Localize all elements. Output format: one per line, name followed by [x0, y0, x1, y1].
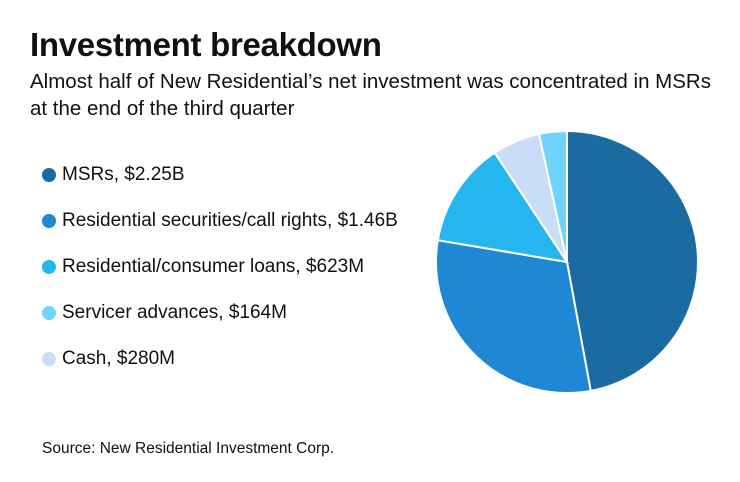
legend-dot-icon	[42, 214, 56, 228]
legend-item-residential-securities: Residential securities/call rights, $1.4…	[42, 198, 398, 244]
legend-dot-icon	[42, 168, 56, 182]
chart-title: Investment breakdown	[30, 26, 382, 63]
pie-slice-residential-securities-call-rights	[435, 239, 592, 394]
legend-item-residential-loans: Residential/consumer loans, $623M	[42, 244, 398, 290]
pie-slices	[435, 129, 699, 394]
legend-label: Servicer advances, $164M	[62, 302, 287, 323]
pie-slice-msrs	[566, 129, 699, 392]
legend-label: Cash, $280M	[62, 348, 176, 369]
source-note: Source: New Residential Investment Corp.	[42, 440, 335, 457]
legend-label: Residential securities/call rights, $1.4…	[62, 210, 398, 231]
legend-dot-icon	[42, 260, 56, 274]
legend-item-servicer-advances: Servicer advances, $164M	[42, 290, 398, 336]
legend-dot-icon	[42, 352, 56, 366]
chart-subtitle: Almost half of New Residential’s net inv…	[30, 70, 711, 120]
pie-chart	[435, 129, 699, 394]
legend-item-msrs: MSRs, $2.25B	[42, 152, 398, 198]
pie-slice-residential-consumer-loans	[436, 151, 570, 264]
legend: MSRs, $2.25B Residential securities/call…	[42, 152, 398, 382]
legend-item-cash: Cash, $280M	[42, 336, 398, 382]
legend-label: Residential/consumer loans, $623M	[62, 256, 365, 277]
legend-label: MSRs, $2.25B	[62, 164, 185, 185]
legend-dot-icon	[42, 306, 56, 320]
pie-slice-servicer-advances	[537, 129, 568, 263]
